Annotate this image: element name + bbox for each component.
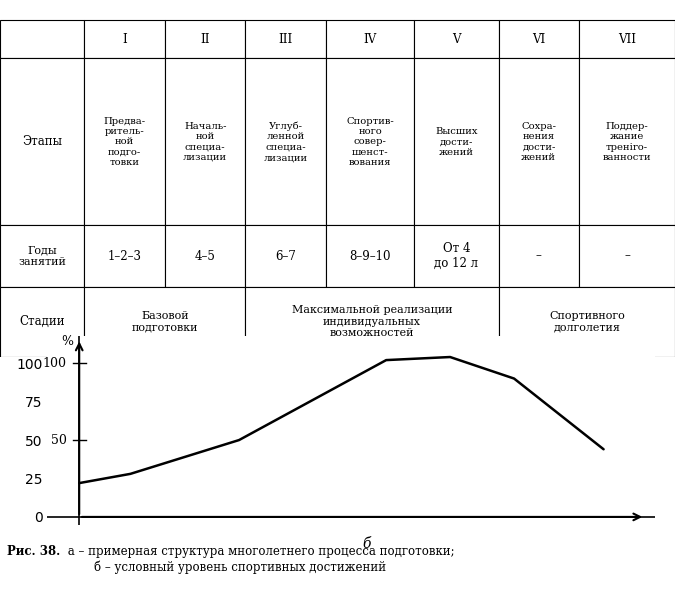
Text: 1–2–3: 1–2–3 <box>107 249 142 262</box>
Bar <box>499 20 579 59</box>
Text: Годы
занятий: Годы занятий <box>18 245 66 267</box>
Text: Стадии: Стадии <box>20 315 65 328</box>
Text: Сохра-
нения
дости-
жений: Сохра- нения дости- жений <box>521 122 556 162</box>
Text: 50: 50 <box>51 434 66 447</box>
Bar <box>0 287 84 357</box>
Bar <box>165 20 246 59</box>
Text: 8–9–10: 8–9–10 <box>350 249 391 262</box>
Text: V: V <box>452 33 460 46</box>
Text: III: III <box>279 33 293 46</box>
Text: –: – <box>624 249 630 262</box>
Bar <box>414 225 499 287</box>
Text: Этапы: Этапы <box>22 135 62 148</box>
Text: II: II <box>200 33 210 46</box>
Text: а – примерная структура многолетнего процесса подготовки;
        б – условный у: а – примерная структура многолетнего про… <box>64 545 455 573</box>
Bar <box>0 225 84 287</box>
Bar <box>246 287 499 357</box>
Text: IV: IV <box>363 33 377 46</box>
Bar <box>246 225 326 287</box>
Text: Началь-
ной
специа-
лизации: Началь- ной специа- лизации <box>183 122 227 162</box>
Bar <box>84 59 165 225</box>
Text: VII: VII <box>618 33 636 46</box>
Bar <box>0 20 84 59</box>
Bar <box>246 20 326 59</box>
Text: 100: 100 <box>43 357 66 370</box>
Text: Максимальной реализации
индивидуальных
возможностей: Максимальной реализации индивидуальных в… <box>292 305 452 339</box>
Text: а: а <box>333 343 342 357</box>
Text: Высших
дости-
жений: Высших дости- жений <box>435 127 478 157</box>
Bar <box>499 225 579 287</box>
Text: Углуб-
ленной
специа-
лизации: Углуб- ленной специа- лизации <box>264 121 308 162</box>
Text: Спортивного
долголетия: Спортивного долголетия <box>549 311 624 332</box>
Text: Спортив-
ного
совер-
шенст-
вования: Спортив- ного совер- шенст- вования <box>346 117 394 167</box>
Text: 4–5: 4–5 <box>195 249 215 262</box>
Text: Рис. 38.: Рис. 38. <box>7 545 60 558</box>
Text: Предва-
ритель-
ной
подго-
товки: Предва- ритель- ной подго- товки <box>103 117 146 167</box>
Bar <box>0 59 84 225</box>
Text: Базовой
подготовки: Базовой подготовки <box>132 311 198 332</box>
Text: 6–7: 6–7 <box>275 249 296 262</box>
Bar <box>84 225 165 287</box>
Bar <box>84 20 165 59</box>
Bar <box>326 59 414 225</box>
Bar <box>326 20 414 59</box>
Bar <box>499 287 675 357</box>
Bar <box>326 225 414 287</box>
Text: б: б <box>362 537 371 551</box>
Bar <box>579 225 675 287</box>
Bar <box>165 59 246 225</box>
Text: Поддер-
жание
тренiro-
ванности: Поддер- жание тренiro- ванности <box>603 122 651 162</box>
Bar <box>84 287 246 357</box>
Bar <box>579 20 675 59</box>
Text: I: I <box>122 33 127 46</box>
Bar <box>499 59 579 225</box>
Text: %: % <box>61 335 74 348</box>
Text: –: – <box>536 249 542 262</box>
Bar <box>579 59 675 225</box>
Bar <box>165 225 246 287</box>
Text: VI: VI <box>532 33 545 46</box>
Bar <box>414 20 499 59</box>
Text: От 4
до 12 л: От 4 до 12 л <box>435 242 479 270</box>
Bar <box>246 59 326 225</box>
Bar <box>414 59 499 225</box>
